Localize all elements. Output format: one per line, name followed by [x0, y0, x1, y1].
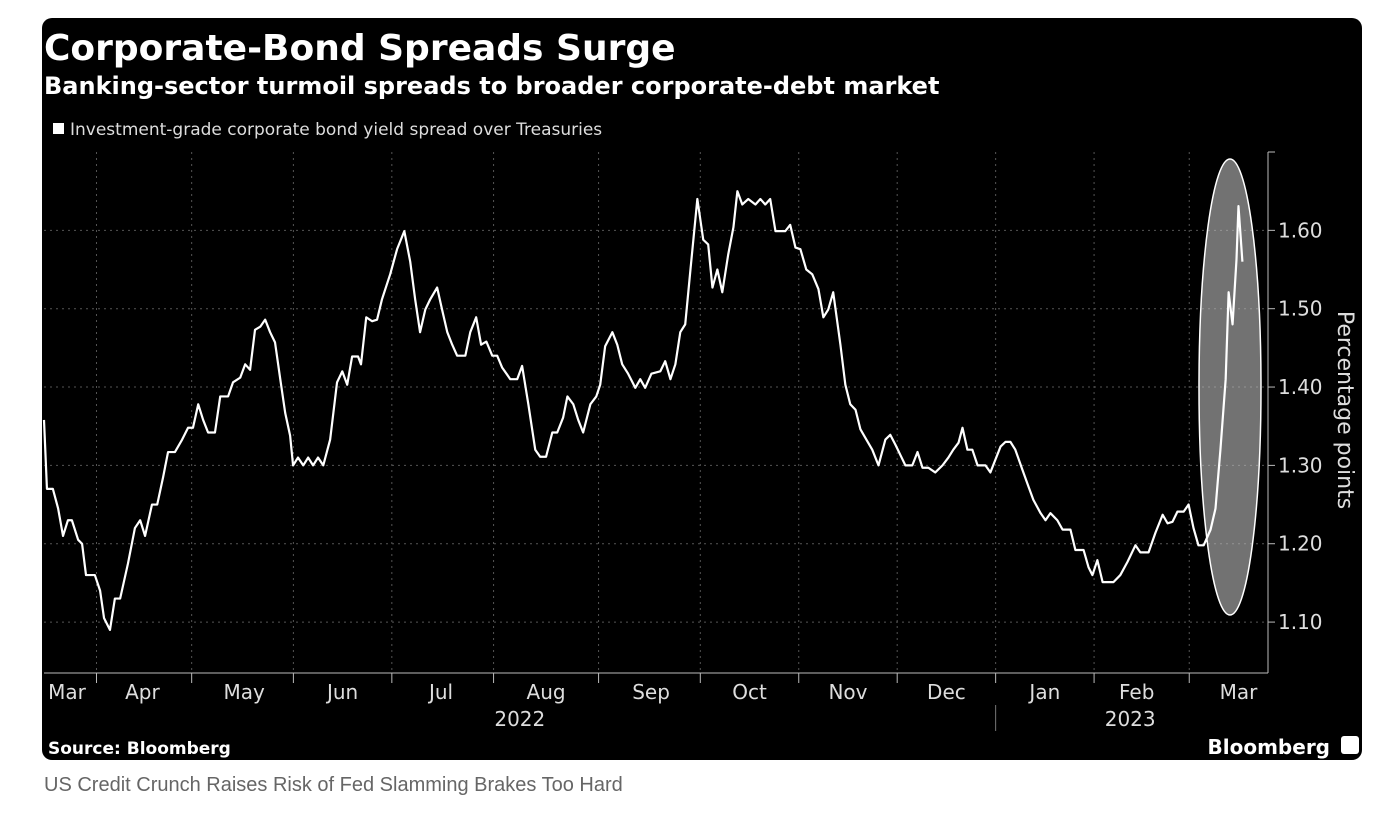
- x-tick-label: Mar: [48, 680, 87, 704]
- x-tick-label: Jan: [1027, 680, 1060, 704]
- chart-background: [42, 18, 1362, 760]
- x-tick-label: Mar: [1220, 680, 1259, 704]
- y-tick-label: 1.20: [1278, 532, 1323, 556]
- x-tick-label: Nov: [828, 680, 867, 704]
- caption: US Credit Crunch Raises Risk of Fed Slam…: [44, 774, 623, 796]
- plot-area: 1.10 1.20 1.30 1.40 1.50 1.60 Mar Apr May Jun Jul A…: [44, 151, 1323, 731]
- y-tick-label: 1.50: [1278, 297, 1323, 321]
- brand: Bloomberg: [1208, 735, 1330, 759]
- x-tick-label: Dec: [927, 680, 966, 704]
- y-tick-label: 1.10: [1278, 610, 1323, 634]
- brand-icon: [1341, 736, 1359, 754]
- x-tick-label: Aug: [527, 680, 566, 704]
- x-tick-label: Jul: [427, 680, 453, 704]
- year-label: 2023: [1105, 707, 1156, 731]
- y-axis-title: Percentage points: [1332, 311, 1357, 509]
- x-tick-label: Jun: [325, 680, 358, 704]
- x-tick-label: Feb: [1119, 680, 1154, 704]
- legend-label: Investment-grade corporate bond yield sp…: [70, 120, 602, 140]
- source: Source: Bloomberg: [48, 739, 231, 759]
- plot-overlay: [42, 190, 1244, 632]
- x-tick-label: May: [223, 680, 265, 704]
- y-tick-label: 1.60: [1278, 218, 1323, 242]
- x-tick-label: Oct: [732, 680, 767, 704]
- chart-subtitle: Banking-sector turmoil spreads to broade…: [44, 72, 939, 100]
- legend-swatch: [53, 123, 64, 134]
- year-label: 2022: [494, 707, 545, 731]
- x-tick-label: Sep: [632, 680, 670, 704]
- highlight-ellipse: [1198, 158, 1262, 616]
- series-line: [42, 190, 1244, 632]
- y-tick-label: 1.40: [1278, 375, 1323, 399]
- chart: Corporate-Bond Spreads Surge Banking-sec…: [42, 18, 1362, 760]
- chart-title: Corporate-Bond Spreads Surge: [44, 28, 676, 69]
- x-tick-label: Apr: [125, 680, 160, 704]
- y-tick-label: 1.30: [1278, 453, 1323, 477]
